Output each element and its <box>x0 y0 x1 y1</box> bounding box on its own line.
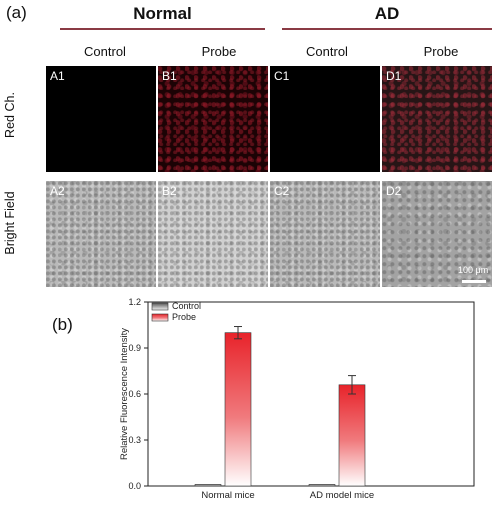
column-header-normal-control: Control <box>84 44 126 59</box>
tile-label: C1 <box>274 69 290 83</box>
scale-bar <box>462 280 486 283</box>
bar-probe <box>224 332 252 487</box>
tile-label: D2 <box>386 184 402 198</box>
panel-a-label: (a) <box>6 3 27 22</box>
image-tile-b2: B2 <box>158 181 268 287</box>
tile-label: B2 <box>162 184 177 198</box>
legend-label: Probe <box>172 312 196 322</box>
column-header-normal-probe: Probe <box>201 44 237 59</box>
y-tick-label: 0.6 <box>128 389 141 399</box>
tile-label: C2 <box>274 184 290 198</box>
plot-frame <box>147 301 475 487</box>
column-header-ad-probe: Probe <box>423 44 459 59</box>
group-header-ad: AD <box>374 4 400 23</box>
scale-bar-label: 100 μm <box>458 265 489 275</box>
x-tick-label: AD model mice <box>310 490 374 501</box>
x-tick-label: Normal mice <box>201 490 254 501</box>
image-tile-d1: D1 <box>382 66 492 172</box>
image-tile-c1: C1 <box>270 66 380 172</box>
tile-label: B1 <box>162 69 177 83</box>
group-rule-normal <box>60 28 265 30</box>
bar-probe <box>338 384 366 487</box>
image-tile-a1: A1 <box>46 66 156 172</box>
legend-label: Control <box>172 301 201 311</box>
group-rule-ad <box>282 28 492 30</box>
image-tile-a2: A2 <box>46 181 156 287</box>
y-tick-label: 1.2 <box>128 297 141 307</box>
tile-label: D1 <box>386 69 402 83</box>
y-tick-label: 0.0 <box>128 481 141 491</box>
panel-b-label: (b) <box>52 315 73 334</box>
image-tile-c2: C2 <box>270 181 380 287</box>
column-header-ad-control: Control <box>306 44 348 59</box>
y-tick-label: 0.9 <box>128 343 141 353</box>
image-tile-b1: B1 <box>158 66 268 172</box>
y-tick-label: 0.3 <box>128 435 141 445</box>
bar-control <box>308 484 336 487</box>
tile-label: A2 <box>50 184 65 198</box>
group-header-normal: Normal <box>133 4 192 23</box>
bar-control <box>194 484 222 487</box>
y-axis-title: Relative Fluorescence Intensity <box>119 328 130 460</box>
tile-label: A1 <box>50 69 65 83</box>
image-tile-d2: D2 <box>382 181 492 287</box>
legend-swatch <box>151 302 169 311</box>
legend-swatch <box>151 313 169 322</box>
